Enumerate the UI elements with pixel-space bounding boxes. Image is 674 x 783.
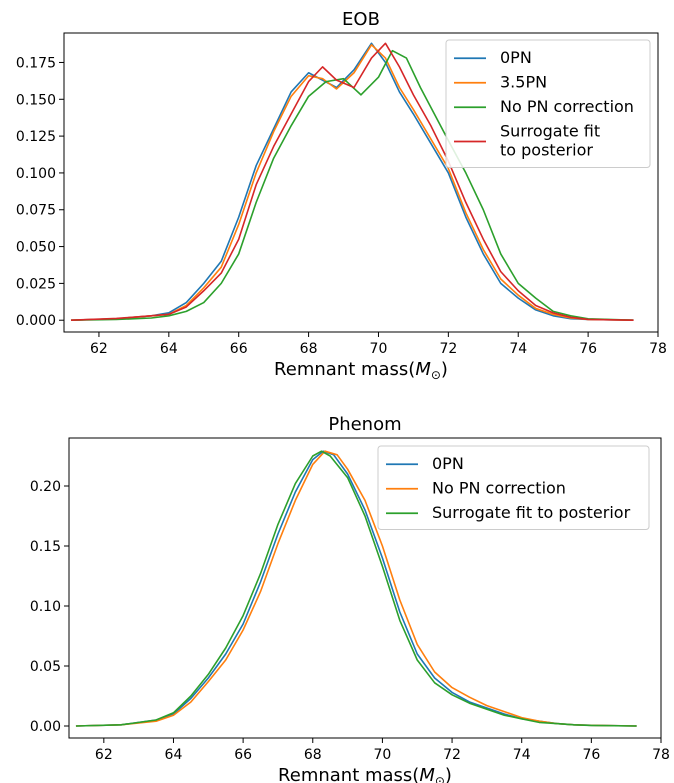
x-tick-label: 70 bbox=[370, 341, 388, 357]
plot-frame bbox=[63, 32, 659, 333]
x-tick-label: 66 bbox=[230, 341, 248, 357]
x-tick-label: 72 bbox=[439, 341, 457, 357]
legend-label-2: Surrogate fit to posterior bbox=[432, 503, 631, 522]
x-axis-label: Remnant mass(M⊙) bbox=[274, 359, 448, 382]
x-axis-label: Remnant mass(M⊙) bbox=[278, 765, 452, 783]
x-tick-label: 74 bbox=[513, 747, 531, 763]
series-line-3 bbox=[70, 42, 634, 322]
chart-eob: EOB 62 64 66 68 70 72 74 76 78 0.000 0.025 0.050 0.07… bbox=[16, 9, 667, 382]
legend-label-0: 0PN bbox=[432, 454, 464, 473]
y-tick-label: 0.050 bbox=[16, 240, 56, 256]
y-tick-label: 0.100 bbox=[16, 166, 56, 182]
y-tick-label: 0.175 bbox=[16, 55, 56, 71]
series-line-2 bbox=[75, 450, 637, 727]
x-tick-label: 76 bbox=[579, 341, 597, 357]
x-tick-label: 72 bbox=[443, 747, 461, 763]
y-tick-label: 0.150 bbox=[16, 92, 56, 108]
legend-label-1: No PN correction bbox=[432, 479, 566, 498]
x-tick-label: 76 bbox=[582, 747, 600, 763]
x-tick-label: 70 bbox=[373, 747, 391, 763]
x-tick-label: 68 bbox=[304, 747, 322, 763]
y-tick-label: 0.075 bbox=[16, 203, 56, 219]
x-tick-label: 64 bbox=[160, 341, 178, 357]
x-tick-label: 66 bbox=[234, 747, 252, 763]
legend-label-0: 0PN bbox=[500, 48, 532, 67]
y-tick-label: 0.00 bbox=[30, 719, 61, 735]
y-tick-label: 0.125 bbox=[16, 129, 56, 145]
legend-label-2: No PN correction bbox=[500, 97, 634, 116]
chart-phenom: Phenom 62 64 66 68 70 72 74 76 78 0.00 0.05 0.10 0.15… bbox=[30, 414, 670, 783]
plot-frame bbox=[68, 437, 662, 739]
legend-label-1: 3.5PN bbox=[500, 73, 547, 92]
y-tick-label: 0.05 bbox=[30, 659, 61, 675]
y-tick-label: 0.000 bbox=[16, 313, 56, 329]
series-line-0 bbox=[70, 42, 634, 322]
y-tick-label: 0.025 bbox=[16, 276, 56, 292]
series-line-1 bbox=[75, 450, 637, 727]
series-line-1 bbox=[70, 43, 634, 322]
series-line-2 bbox=[70, 49, 634, 322]
y-tick-label: 0.10 bbox=[30, 599, 61, 615]
x-tick-label: 62 bbox=[95, 747, 113, 763]
x-tick-label: 74 bbox=[509, 341, 527, 357]
x-tick-label: 64 bbox=[165, 747, 183, 763]
x-tick-label: 78 bbox=[649, 341, 667, 357]
x-tick-label: 68 bbox=[300, 341, 318, 357]
y-tick-label: 0.20 bbox=[30, 479, 61, 495]
legend-box bbox=[377, 445, 650, 530]
y-tick-label: 0.15 bbox=[30, 539, 61, 555]
x-tick-label: 78 bbox=[652, 747, 670, 763]
legend-label-3: Surrogate fit to posterior bbox=[500, 122, 600, 160]
legend-box bbox=[445, 39, 651, 168]
x-tick-label: 62 bbox=[90, 341, 108, 357]
chart-title: EOB bbox=[342, 9, 380, 30]
chart-title: Phenom bbox=[328, 414, 401, 435]
